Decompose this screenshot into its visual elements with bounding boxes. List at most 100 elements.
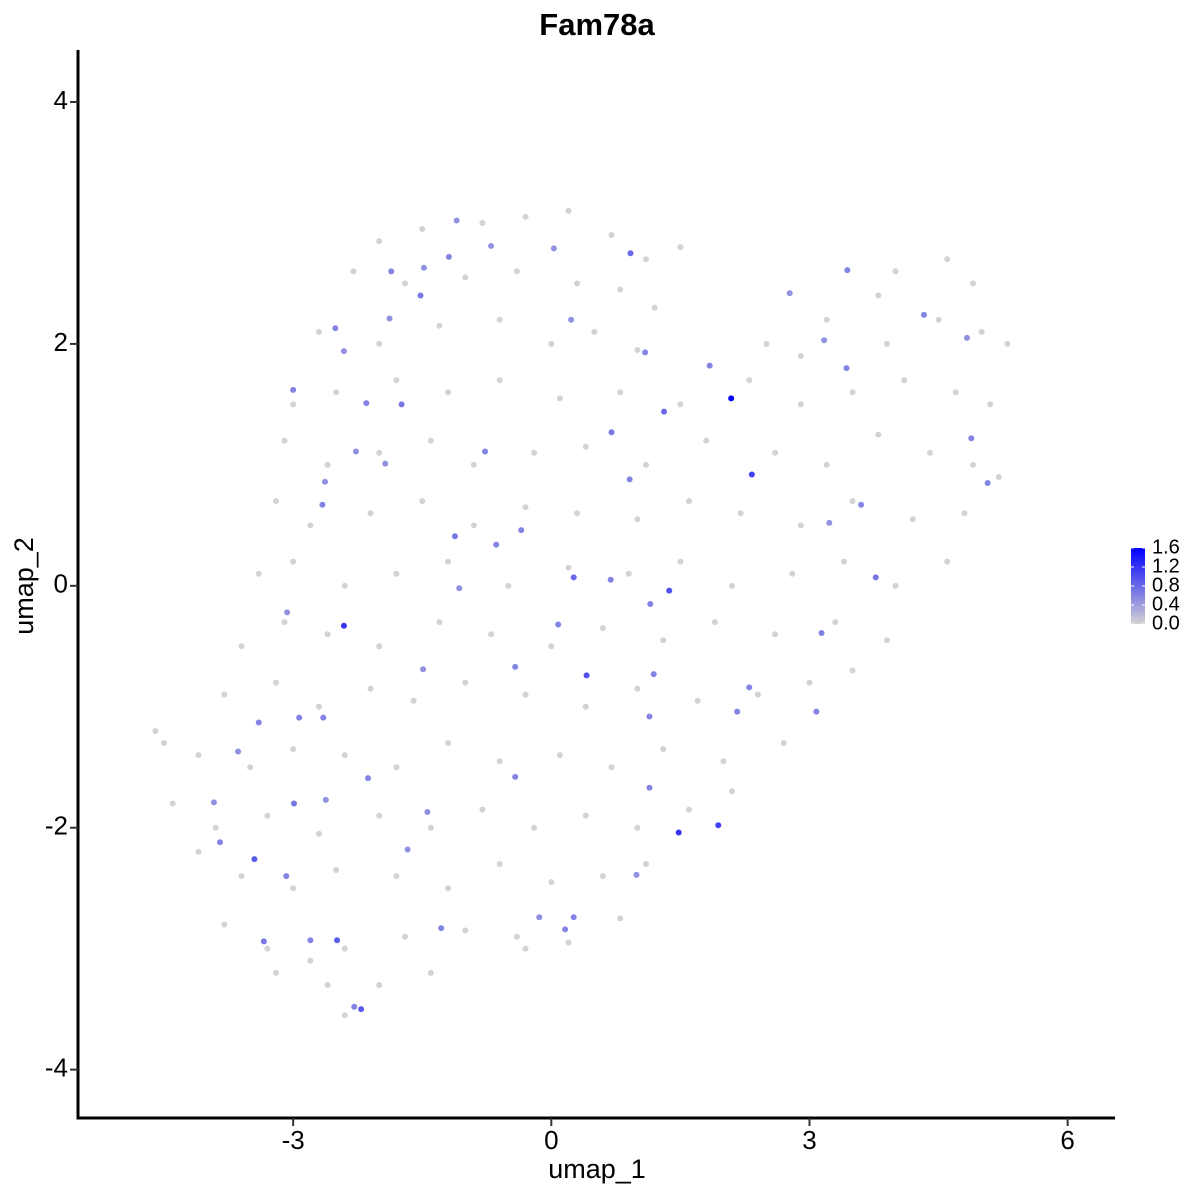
- cell-point: [565, 564, 572, 571]
- cell-point: [290, 746, 297, 753]
- cell-point: [340, 622, 347, 629]
- cell-point: [582, 812, 589, 819]
- cell-point: [488, 242, 495, 249]
- cell-point: [935, 316, 942, 323]
- cell-point: [518, 527, 525, 534]
- cell-point: [479, 806, 486, 813]
- cell-point: [221, 691, 228, 698]
- cell-point: [565, 939, 572, 946]
- cell-point: [646, 713, 653, 720]
- cell-point: [651, 304, 658, 311]
- cell-point: [582, 703, 589, 710]
- cell-point: [376, 449, 383, 456]
- cell-point: [686, 806, 693, 813]
- cell-point: [970, 461, 977, 468]
- cell-point: [797, 353, 804, 360]
- cell-point: [754, 691, 761, 698]
- cell-point: [703, 437, 710, 444]
- cell-point: [840, 558, 847, 565]
- cell-point: [536, 914, 543, 921]
- cell-point: [438, 925, 445, 932]
- cell-point: [642, 256, 649, 263]
- colorbar-tick-label: 0.8: [1152, 574, 1180, 596]
- cell-point: [633, 871, 640, 878]
- cell-point: [574, 280, 581, 287]
- cell-point: [307, 957, 314, 964]
- cell-point: [625, 570, 632, 577]
- cell-point: [333, 867, 340, 874]
- cell-point: [677, 401, 684, 408]
- cell-point: [451, 533, 458, 540]
- cell-point: [358, 1006, 365, 1013]
- cell-point: [493, 541, 500, 548]
- cell-point: [984, 480, 991, 487]
- cell-point: [634, 685, 641, 692]
- cell-point: [419, 498, 426, 505]
- x-tick-label: -3: [282, 1125, 305, 1155]
- cell-point: [660, 637, 667, 644]
- cell-point: [513, 268, 520, 275]
- axes-layer: -3 0 3 6 -4 -2 0 2 4: [45, 50, 1115, 1155]
- cell-point: [195, 752, 202, 759]
- cell-point: [875, 431, 882, 438]
- cell-point: [402, 280, 409, 287]
- cell-point: [944, 256, 951, 263]
- cell-point: [436, 619, 443, 626]
- y-tick-label: 4: [54, 85, 68, 115]
- cell-point: [522, 691, 529, 698]
- cell-point: [290, 401, 297, 408]
- colorbar-tick-label: 1.6: [1152, 536, 1180, 558]
- cell-point: [720, 758, 727, 765]
- cell-point: [608, 429, 615, 436]
- cell-point: [255, 719, 262, 726]
- cell-point: [479, 219, 486, 226]
- cell-point: [386, 315, 393, 322]
- cell-point: [711, 619, 718, 626]
- cell-point: [436, 322, 443, 329]
- cell-point: [324, 981, 331, 988]
- cell-point: [677, 558, 684, 565]
- cell-point: [169, 800, 176, 807]
- cell-point: [892, 268, 899, 275]
- cell-point: [315, 703, 322, 710]
- cell-point: [978, 328, 985, 335]
- cell-point: [813, 708, 820, 715]
- cell-point: [660, 746, 667, 753]
- cell-point: [995, 473, 1002, 480]
- cell-point: [734, 708, 741, 715]
- cell-point: [496, 758, 503, 765]
- cell-point: [238, 873, 245, 880]
- cell-point: [522, 945, 529, 952]
- cell-point: [321, 478, 328, 485]
- cell-point: [376, 340, 383, 347]
- cell-point: [987, 401, 994, 408]
- cell-point: [901, 377, 908, 384]
- cell-point: [333, 389, 340, 396]
- cell-point: [634, 824, 641, 831]
- cell-point: [496, 861, 503, 868]
- cell-point: [393, 873, 400, 880]
- cell-point: [548, 643, 555, 650]
- cell-point: [729, 582, 736, 589]
- cell-point: [729, 788, 736, 795]
- cell-point: [823, 316, 830, 323]
- cell-point: [488, 631, 495, 638]
- cell-point: [315, 328, 322, 335]
- cell-point: [772, 631, 779, 638]
- cell-point: [617, 286, 624, 293]
- cell-point: [445, 885, 452, 892]
- cell-point: [251, 856, 258, 863]
- cell-point: [513, 933, 520, 940]
- cell-point: [334, 937, 341, 944]
- cell-point: [290, 885, 297, 892]
- chart-title: Fam78a: [539, 7, 655, 42]
- cell-point: [324, 461, 331, 468]
- cell-point: [351, 1003, 358, 1010]
- cell-point: [926, 449, 933, 456]
- cell-point: [367, 510, 374, 517]
- cell-point: [420, 666, 427, 673]
- cell-point: [393, 570, 400, 577]
- cell-point: [307, 937, 314, 944]
- cell-point: [661, 408, 668, 415]
